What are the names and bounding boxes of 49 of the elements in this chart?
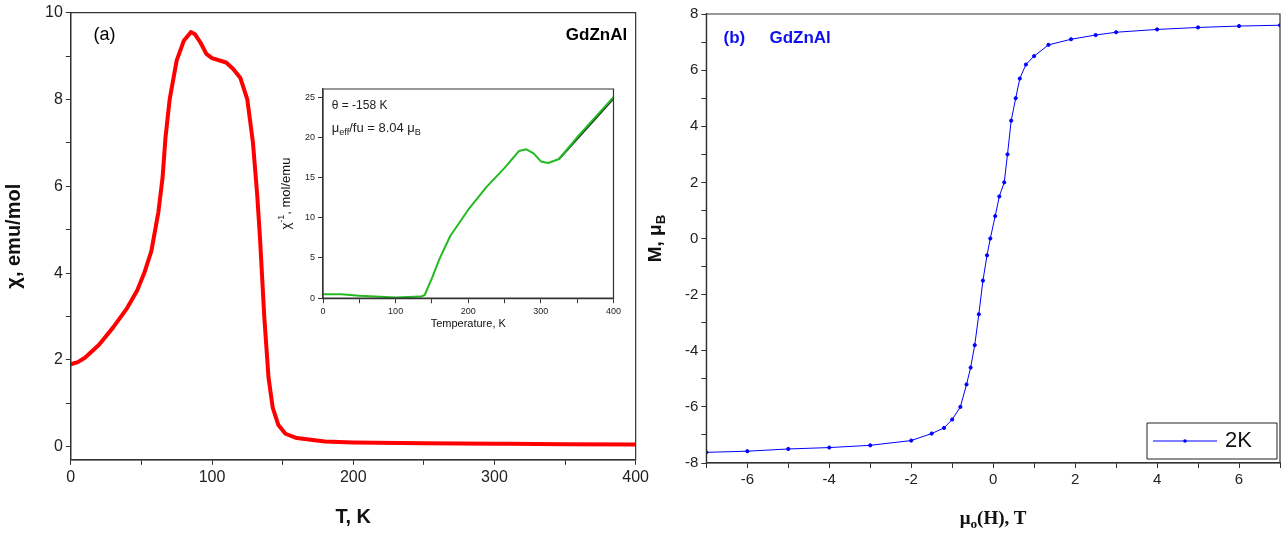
y-tick-label: 4	[53, 263, 63, 281]
x-tick-label: 200	[460, 306, 476, 317]
y-axis-title: M, μB	[643, 214, 668, 263]
y-tick-label: 6	[53, 176, 63, 194]
y-tick-label: 2	[689, 172, 699, 190]
legend-label: 2K	[1225, 427, 1253, 453]
y-tick-label: 0	[689, 228, 699, 246]
y-axis-title: χ, emu/mol	[1, 183, 24, 289]
y-tick-label: 6	[689, 60, 699, 78]
x-tick-label: 0	[989, 470, 998, 488]
y-tick-label: -4	[684, 340, 699, 358]
y-tick-label: 5	[310, 252, 316, 263]
annotation: GdZnAl	[565, 24, 628, 44]
x-tick-label: 300	[533, 306, 549, 317]
y-tick-label: -6	[684, 397, 699, 415]
y-tick-label: 8	[53, 89, 63, 107]
x-tick-label: 400	[605, 306, 622, 317]
y-tick-label: 10	[45, 3, 63, 21]
y-tick-label: 20	[305, 131, 316, 142]
annotation: θ = -158 K	[331, 98, 388, 113]
x-tick-label: 0	[320, 306, 326, 317]
y-tick-label: 15	[305, 171, 316, 182]
x-tick-label: -2	[904, 470, 918, 488]
x-axis-title: Temperature, K	[430, 317, 507, 330]
y-tick-label: -2	[684, 284, 699, 302]
x-tick-label: 300	[481, 467, 508, 485]
y-tick-label: 0	[310, 292, 316, 303]
annotation: (a)	[93, 23, 116, 44]
annotation: GdZnAl	[769, 28, 831, 48]
y-tick-label: 2	[53, 350, 63, 368]
y-tick-label: 10	[305, 212, 316, 223]
y-tick-label: 0	[53, 437, 63, 455]
annotation: (b)	[723, 28, 746, 48]
x-tick-label: 2	[1070, 470, 1080, 488]
x-tick-label: 6	[1234, 470, 1244, 488]
x-tick-label: 100	[198, 467, 226, 485]
y-tick-label: -8	[684, 453, 699, 471]
y-tick-label: 4	[689, 116, 699, 134]
x-tick-label: 400	[622, 467, 650, 485]
y-tick-label: 8	[689, 4, 699, 22]
x-tick-label: -4	[822, 470, 836, 488]
x-tick-label: 200	[339, 467, 367, 485]
x-axis-title: T, K	[335, 505, 372, 528]
x-tick-label: 0	[66, 467, 76, 485]
x-tick-label: 4	[1152, 470, 1162, 488]
x-tick-label: 100	[388, 306, 404, 317]
y-tick-label: 25	[305, 91, 316, 102]
y-axis-title: χ-1, mol/emu	[276, 157, 294, 230]
x-tick-label: -6	[740, 470, 754, 488]
